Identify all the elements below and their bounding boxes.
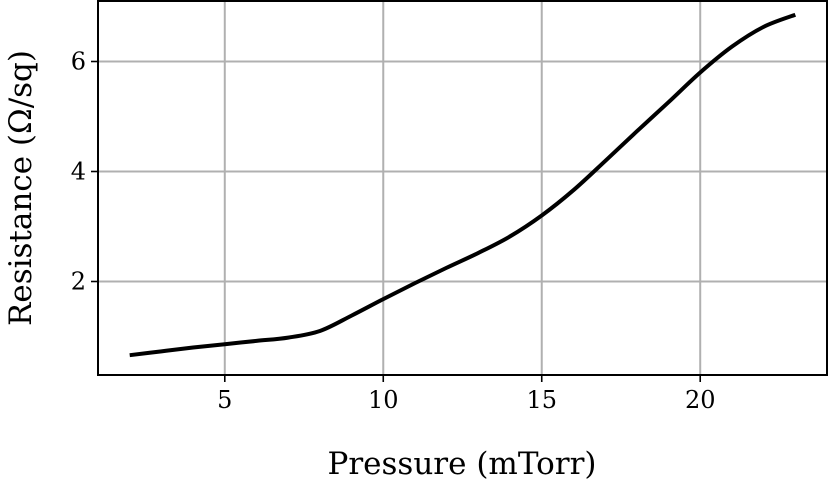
grid-layer [98, 1, 827, 375]
tick-layer: 5 10 15 20 2 4 6 [71, 48, 716, 415]
x-tick-label: 5 [217, 386, 232, 414]
x-tick-label: 15 [526, 386, 557, 414]
y-tick-label: 2 [71, 268, 86, 296]
plot-frame [97, 0, 828, 376]
resistance-series-line [129, 12, 797, 358]
y-tick-label: 6 [71, 48, 86, 76]
x-axis-label: Pressure (mTorr) [328, 446, 597, 482]
y-axis-label: Resistance (Ω/sq) [3, 50, 39, 326]
x-tick-label: 10 [368, 386, 399, 414]
x-tick-label: 20 [685, 386, 716, 414]
series-layer [129, 12, 797, 358]
y-tick-label: 4 [71, 158, 86, 186]
